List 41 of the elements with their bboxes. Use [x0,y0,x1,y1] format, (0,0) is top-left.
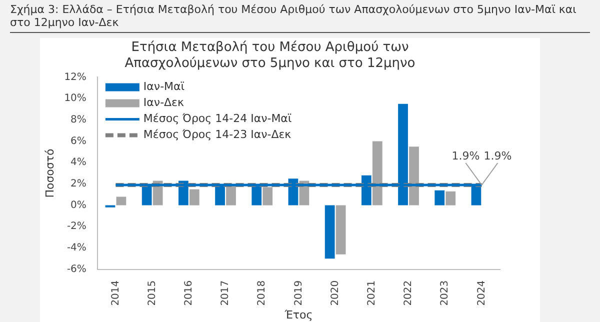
y-tick-label: 0% [70,200,86,211]
x-axis-title: Έτος [284,308,313,322]
y-tick-label: -2% [66,221,86,232]
y-tick-label: 10% [64,93,86,104]
bar [189,189,200,206]
legend-label: Ιαν-Δεκ [143,96,185,110]
bar [409,146,419,206]
x-tick-label: 2015 [146,280,158,306]
legend-label: Μέσος Όρος 14-23 Ιαν-Δεκ [143,128,292,142]
legend-label: Μέσος Όρος 14-24 Ιαν-Μαϊ [143,112,292,126]
x-tick-label: 2019 [293,280,304,306]
y-tick-label: 12% [64,72,86,83]
x-tick-label: 2020 [330,280,341,306]
bar [116,196,126,206]
bar [434,190,445,206]
x-tick-label: 2023 [440,280,451,306]
bar [446,191,456,206]
y-tick-label: -4% [66,242,86,254]
text: Απασχολούμενων στο 5μηνο και στο 12μηνο [124,56,416,71]
y-tick-label: 6% [70,136,86,147]
annotation: 1.9% [452,149,480,162]
legend-label: Ιαν-Μαϊ [143,80,185,94]
x-tick-label: 2021 [366,280,378,306]
x-tick-label: 2022 [403,280,414,306]
text: Ετήσια Μεταβολή του Μέσου Αριθμού των [131,40,409,56]
y-tick-label: -6% [66,264,86,275]
y-tick-label: 8% [70,114,86,126]
annotation: 1.9% [484,149,512,162]
bar [372,141,382,206]
bar [324,205,335,259]
y-tick-label: 2% [70,178,86,190]
x-tick-label: 2016 [184,280,195,306]
y-tick-label: 4% [70,157,86,168]
text: Σχήμα 3: Ελλάδα – Ετήσια Μεταβολή του Μέσου Αριθμού των Απασχολούμενων στο 5μηνο Ιαν-Μαϊ και στο 12μηνο Ιαν-Δεκ [10,3,576,29]
y-axis-title: Ποσοστό [43,148,56,198]
bar [336,205,346,254]
x-tick-label: 2014 [110,280,122,306]
x-tick-label: 2017 [220,280,232,306]
bar [262,187,273,206]
x-tick-label: 2018 [256,280,268,306]
x-tick-label: 2024 [476,280,488,306]
